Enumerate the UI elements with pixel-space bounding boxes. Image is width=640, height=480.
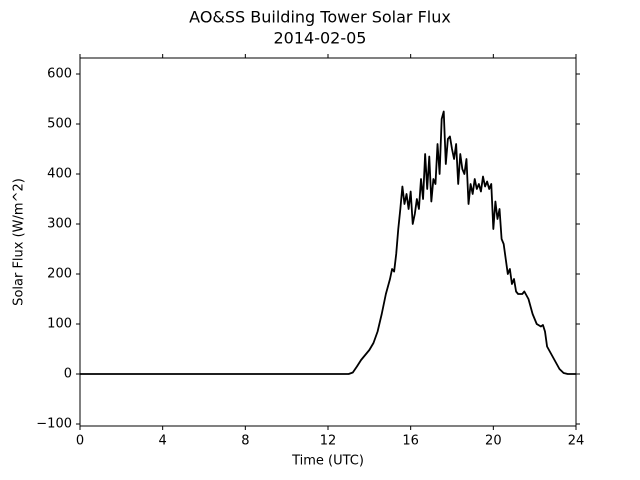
x-tick-label: 24 <box>568 434 585 449</box>
x-tick-label: 20 <box>485 434 502 449</box>
y-tick-label: −100 <box>36 417 72 432</box>
line <box>80 110 576 375</box>
chart-subtitle: 2014-02-05 <box>274 29 367 48</box>
y-tick-label: 600 <box>47 67 72 82</box>
y-tick-label: 200 <box>47 267 72 282</box>
y-tick-label: 400 <box>47 167 72 182</box>
y-tick-label: 0 <box>64 367 72 382</box>
x-tick-label: 0 <box>76 434 84 449</box>
y-tick-label: 300 <box>47 217 72 232</box>
plot-frame <box>79 57 577 427</box>
x-axis-label: Time (UTC) <box>291 454 364 469</box>
x-tick-label: 16 <box>402 434 419 449</box>
chart-title: AO&SS Building Tower Solar Flux <box>189 8 451 27</box>
y-axis-label: Solar Flux (W/m^2) <box>12 178 27 306</box>
x-tick-label: 4 <box>159 434 167 449</box>
y-tick-label: 100 <box>47 317 72 332</box>
y-tick-label: 500 <box>47 117 72 132</box>
x-tick-label: 12 <box>320 434 337 449</box>
x-tick-label: 8 <box>241 434 249 449</box>
